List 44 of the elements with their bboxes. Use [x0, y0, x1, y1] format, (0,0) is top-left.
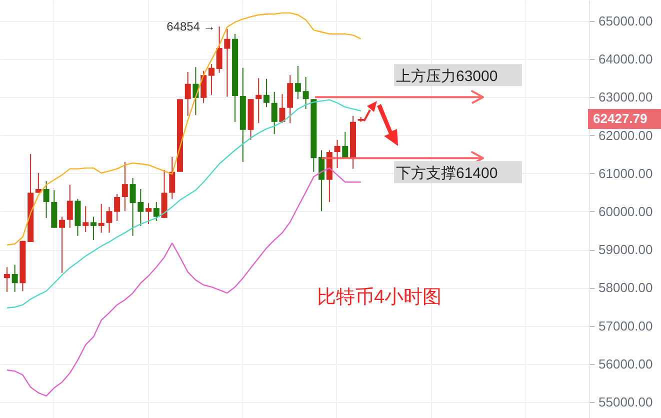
candlestick [169, 156, 176, 200]
y-tick-label: 57000.00 [598, 318, 653, 334]
candlestick [256, 78, 262, 124]
candlestick [35, 172, 42, 194]
y-tick-label: 62000.00 [598, 128, 653, 143]
y-tick-label: 64000.00 [598, 52, 653, 67]
annotation: 64854 → [166, 20, 216, 34]
y-tick-label: 59000.00 [598, 242, 653, 258]
candlestick [208, 64, 214, 96]
y-tick-label: 58000.00 [598, 280, 653, 296]
candlestick [279, 94, 286, 124]
candlestick [114, 193, 120, 222]
text: 比特币4小时图 [317, 287, 442, 308]
candlestick [12, 264, 18, 292]
candlestick [66, 184, 73, 228]
candlestick [90, 216, 96, 241]
ref-line-label: 下方支撑61400 [396, 165, 498, 182]
text: 62427.79 [593, 110, 648, 126]
candlestick [4, 266, 10, 292]
candlestick [106, 206, 112, 234]
y-tick-label: 65000.00 [598, 13, 653, 28]
ref-line-label: 上方压力63000 [396, 68, 498, 86]
candlestick [200, 70, 207, 104]
candlestick [334, 139, 340, 169]
candlestick [122, 161, 128, 212]
y-tick-label: 61000.00 [598, 166, 653, 181]
candlestick [43, 180, 50, 218]
candlestick [302, 76, 309, 110]
candlestick [342, 131, 348, 159]
candlestick [82, 206, 89, 233]
line-series [6, 12, 362, 246]
y-tick-label: 55000.00 [598, 394, 653, 410]
candlestick [153, 201, 160, 222]
candlestick [271, 91, 278, 135]
y-tick-label: 56000.00 [598, 356, 653, 372]
y-tick-label: 60000.00 [598, 204, 653, 219]
candlestick [263, 78, 270, 108]
y-tick-label: 63000.00 [598, 90, 653, 105]
candlestick [59, 216, 66, 274]
candlestick [318, 150, 325, 212]
candlestick [146, 202, 152, 225]
candlestick [184, 72, 191, 116]
candlestick [98, 203, 104, 234]
candlestick [294, 65, 301, 100]
